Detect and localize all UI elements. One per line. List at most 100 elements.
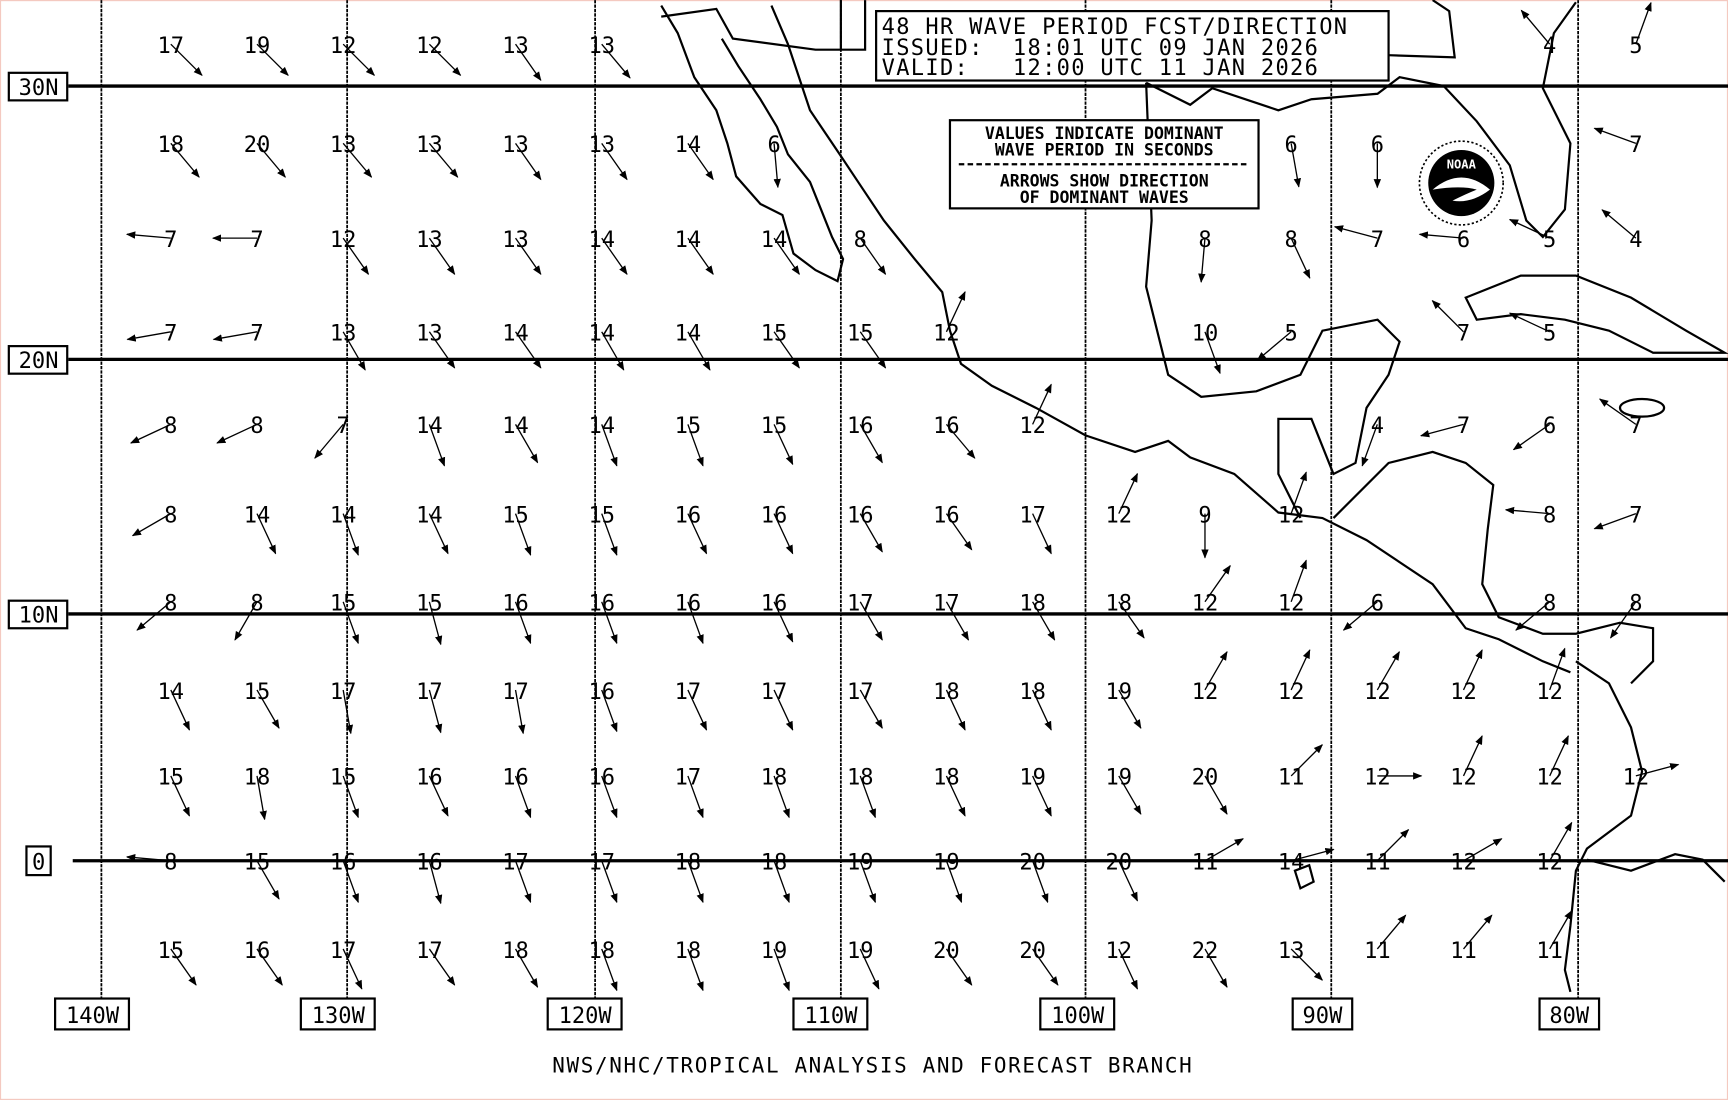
wave-period-value: 11 (1364, 939, 1391, 964)
grid-cell: 16 (588, 766, 618, 819)
grid-cell: 12 (1536, 647, 1566, 705)
grid-cell: 4 (1520, 9, 1556, 59)
issued-line: ISSUED: 18:01 UTC 09 JAN 2026 (882, 36, 1320, 61)
grid-cell: 12 (330, 34, 376, 76)
wave-direction-arrow (1376, 914, 1407, 950)
grid-cell: 17 (330, 939, 363, 990)
wave-direction-arrow (1118, 601, 1145, 639)
wave-period-value: 8 (164, 851, 177, 876)
wave-direction-arrow (687, 601, 704, 645)
us-inland-border (1388, 0, 1456, 59)
wave-direction-arrow (1549, 647, 1566, 691)
wave-period-value: 14 (416, 503, 443, 528)
wave-direction-arrow (1290, 744, 1323, 777)
wave-direction-arrow (687, 860, 704, 904)
grid-cell: 13 (330, 133, 373, 178)
wave-direction-arrow (342, 331, 366, 371)
lon-label-110w: 110W (804, 1004, 858, 1029)
wave-direction-arrow (945, 948, 973, 986)
grid-cell: 14 (502, 414, 539, 464)
grid-cell: 15 (330, 766, 359, 819)
wave-period-value: 8 (164, 414, 177, 439)
wave-direction-arrow (136, 601, 172, 631)
wave-period-value: 8 (854, 228, 867, 253)
legend-line-1: VALUES INDICATE DOMINANT (985, 124, 1224, 143)
grid-cell: 7 (125, 228, 177, 253)
footer-credit: NWS/NHC/TROPICAL ANALYSIS AND FORECAST B… (552, 1053, 1193, 1077)
wave-period-value: 7 (250, 228, 263, 253)
wave-period-value: 12 (1536, 766, 1563, 791)
grid-cell: 11 (1364, 828, 1410, 876)
grid-cell: 16 (588, 680, 618, 733)
wave-direction-arrow (1463, 838, 1503, 862)
wave-period-value: 12 (1364, 766, 1391, 791)
grid-cell: 8 (854, 228, 887, 275)
wave-period-value: 17 (675, 680, 702, 705)
wave-period-value: 17 (933, 592, 960, 617)
grid-cell: 16 (416, 766, 449, 817)
wave-period-value: 17 (1019, 503, 1046, 528)
grid-cell: 20 (1019, 939, 1059, 986)
wave-direction-arrow (216, 423, 258, 444)
wave-period-value: 11 (1450, 939, 1477, 964)
grid-cell: 12 (1536, 821, 1573, 876)
wave-direction-arrow (1508, 218, 1550, 239)
lat-label-10n: 10N (19, 604, 59, 629)
wave-direction-arrow (687, 948, 704, 992)
wave-direction-arrow (170, 948, 197, 986)
wave-direction-arrow (1118, 860, 1139, 902)
wave-period-value: 16 (675, 503, 702, 528)
wave-direction-arrow (1418, 231, 1464, 239)
wave-direction-arrow (1032, 689, 1052, 731)
wave-direction-arrow (773, 237, 800, 275)
grid-cell: 16 (502, 592, 532, 645)
grid-cell: 22 (1192, 939, 1228, 988)
wave-direction-arrow (342, 601, 359, 645)
grid-cell: 7 (314, 414, 350, 459)
wave-direction-arrow (125, 231, 171, 239)
wave-period-value: 17 (847, 680, 874, 705)
wave-direction-arrow (125, 853, 171, 862)
wave-direction-arrow (514, 860, 532, 904)
grid-cell: 7 (1420, 414, 1470, 439)
grid-cell: 11 (1278, 744, 1323, 791)
wave-direction-arrow (342, 948, 363, 990)
wave-period-value: 15 (158, 939, 185, 964)
grid-cell: 8 (136, 592, 177, 631)
grid-cell: 6 (1342, 592, 1384, 631)
wave-direction-arrow (1204, 948, 1228, 988)
grid-cell: 13 (502, 133, 542, 181)
wave-period-value: 18 (933, 766, 960, 791)
noaa-logo: NOAA (1418, 140, 1505, 226)
wave-period-value: 7 (164, 322, 177, 347)
wave-period-value: 13 (416, 322, 443, 347)
wave-direction-arrow (428, 601, 443, 646)
wave-direction-arrow (1549, 735, 1569, 777)
baja-coast (660, 5, 845, 283)
grid-cell: 17 (330, 680, 356, 735)
grid-cell: 12 (1536, 735, 1569, 791)
wave-direction-arrow (1376, 650, 1400, 691)
grid-cell: 15 (330, 592, 359, 645)
wave-direction-arrow (1520, 9, 1551, 45)
wave-period-value: 11 (1192, 851, 1219, 876)
wave-period-value: 19 (1019, 766, 1046, 791)
wave-period-value: 18 (675, 939, 702, 964)
wave-period-value: 16 (502, 766, 529, 791)
grid-cell: 13 (588, 133, 628, 181)
grid-cell: 14 (502, 322, 542, 369)
wave-direction-arrow (773, 948, 790, 992)
legend-line-2: WAVE PERIOD IN SECONDS (995, 140, 1214, 159)
wave-direction-arrow (342, 513, 359, 556)
grid-cell: 8 (216, 414, 264, 444)
grid-cell: 13 (416, 133, 459, 178)
wave-direction-arrow (601, 142, 628, 181)
grid-cell: 13 (416, 228, 456, 275)
wave-period-value: 12 (933, 322, 960, 347)
grid-cell: 12 (1278, 649, 1311, 705)
grid-cell: 6 (1285, 133, 1302, 188)
wave-direction-arrow (234, 601, 258, 641)
wave-direction-arrow (1032, 601, 1056, 641)
wave-direction-arrow (256, 948, 283, 986)
grid-cell: 15 (761, 322, 800, 369)
